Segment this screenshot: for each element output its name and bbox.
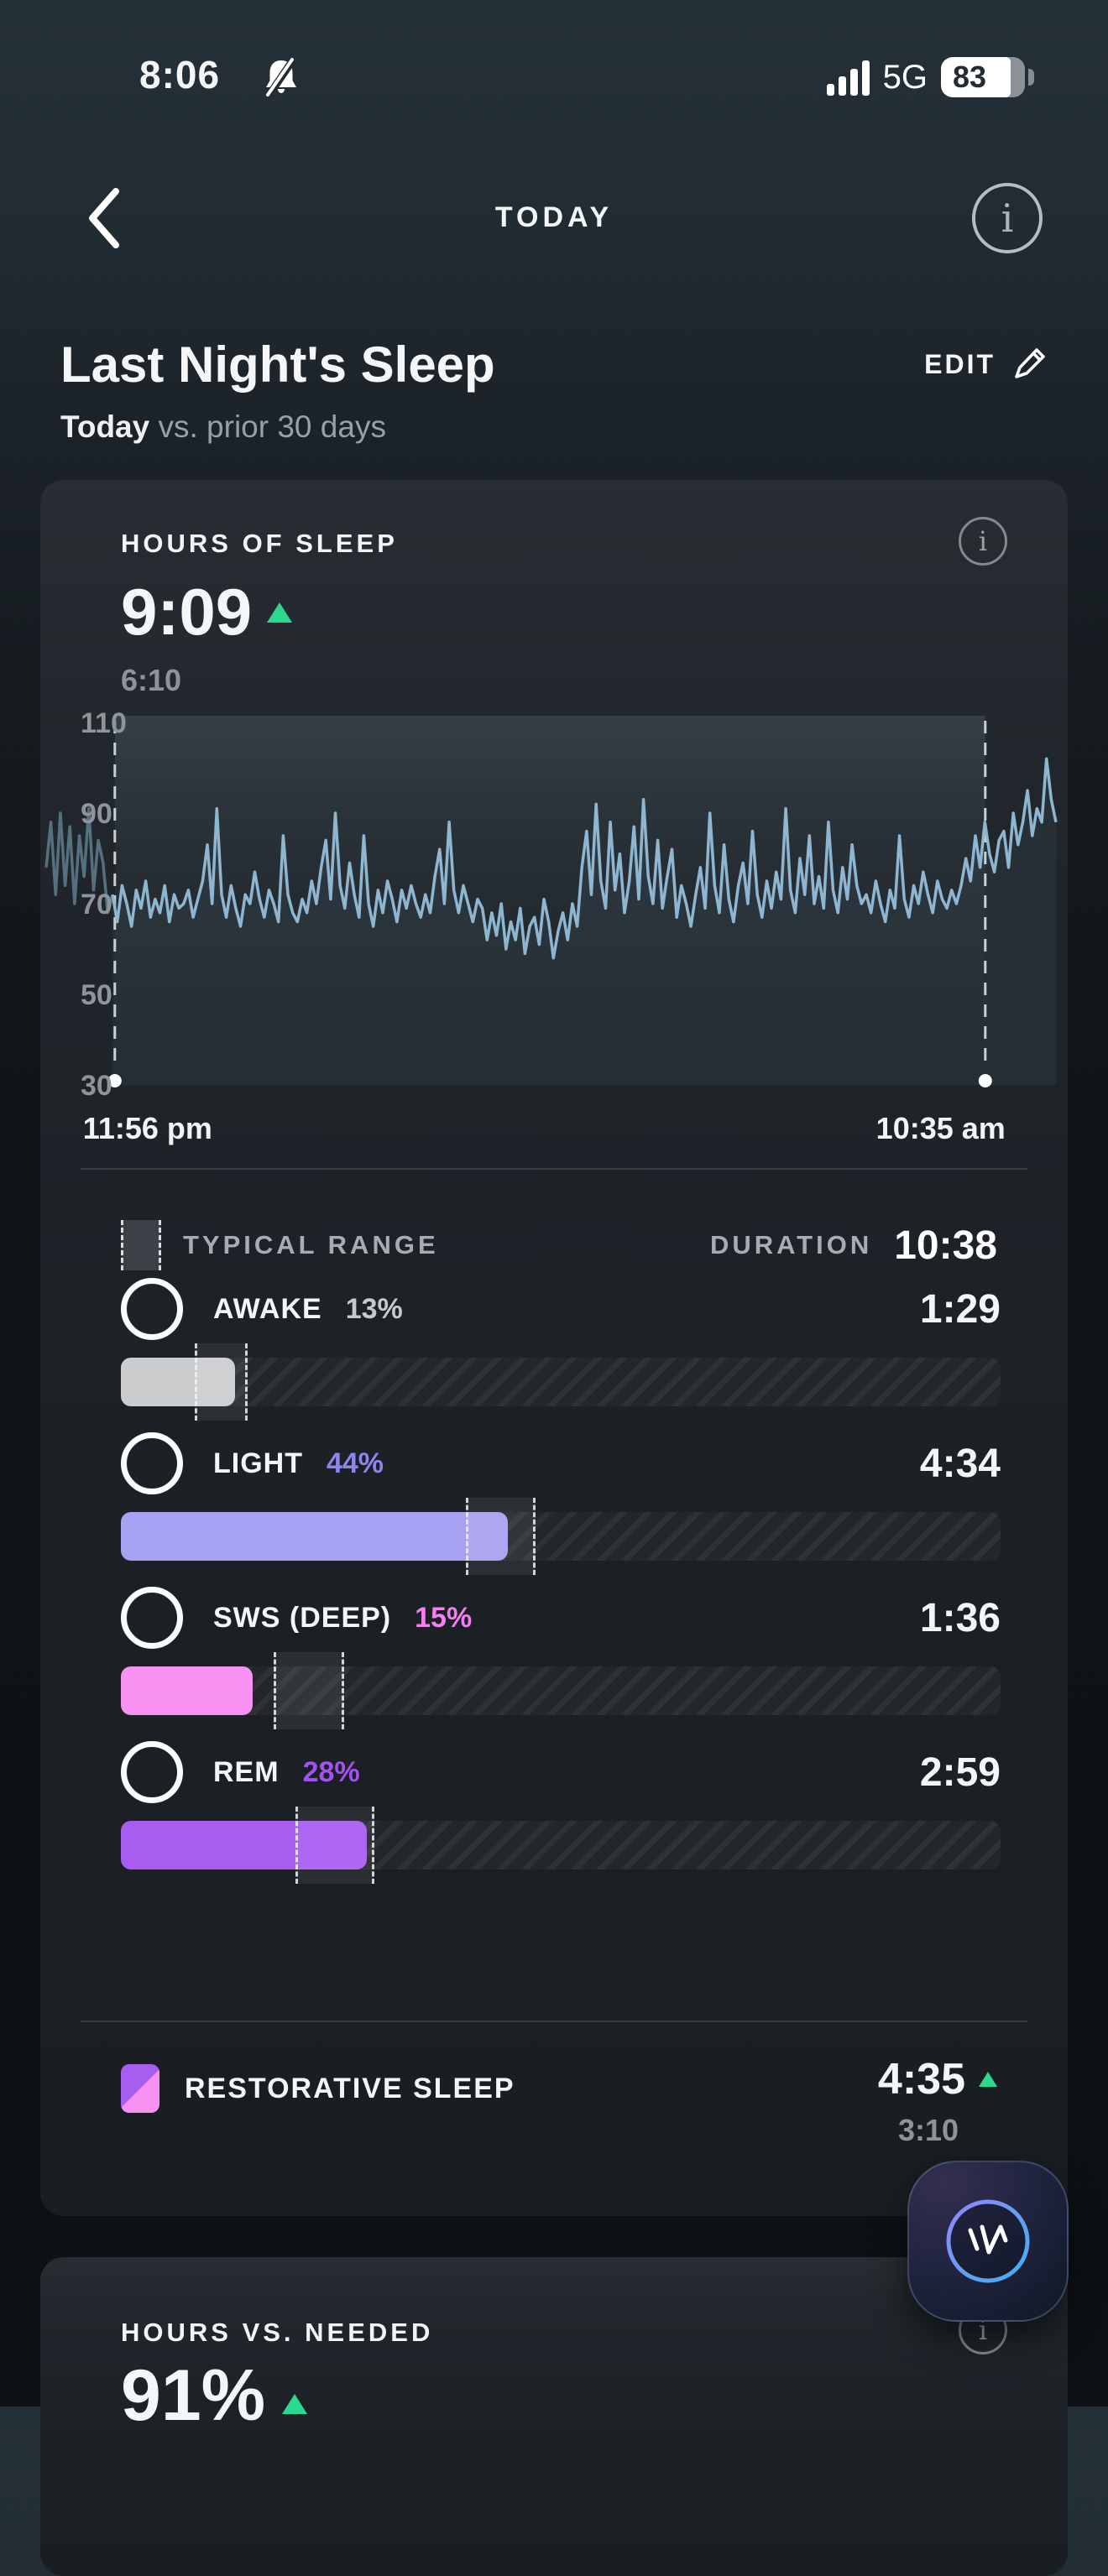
cellular-signal-icon (826, 59, 870, 96)
stage-row-awake: AWAKE 13% 1:29 (121, 1277, 1001, 1421)
stage-toggle-sws[interactable] (121, 1587, 183, 1649)
stage-name: AWAKE (213, 1292, 322, 1325)
edit-label: EDIT (924, 348, 996, 379)
stage-percent: 28% (302, 1755, 360, 1788)
stage-bar-fill (121, 1666, 253, 1715)
needed-percent: 91% (121, 2355, 266, 2436)
nav-title: TODAY (494, 201, 614, 233)
stage-bar (121, 1652, 1001, 1729)
restorative-sleep-icon (121, 2064, 159, 2113)
restorative-sleep-row: RESTORATIVE SLEEP 4:35 3:10 (121, 2054, 997, 2148)
svg-text:30: 30 (81, 1070, 112, 1102)
typical-range-band (195, 1343, 248, 1421)
stage-percent: 44% (326, 1447, 384, 1479)
nav-header: TODAY i (0, 183, 1108, 253)
typical-range-band (465, 1498, 536, 1575)
card-title: HOURS VS. NEEDED (121, 2318, 434, 2347)
whoop-logo-icon (946, 2199, 1030, 2283)
pencil-icon (1011, 346, 1048, 383)
typical-range-band (274, 1652, 344, 1729)
typical-range-band (295, 1807, 374, 1884)
stage-bar (121, 1343, 1001, 1421)
stage-name: SWS (DEEP) (213, 1601, 392, 1634)
subtitle-secondary: vs. prior 30 days (149, 409, 386, 444)
whoop-coach-fab[interactable] (907, 2161, 1069, 2322)
needed-value-row: 91% (121, 2354, 308, 2438)
stage-duration: 2:59 (919, 1749, 1001, 1795)
typical-range-label: TYPICAL RANGE (183, 1230, 439, 1259)
hours-of-sleep-card: HOURS OF SLEEP i 9:09 6:10 110 90 70 50 30 11… (40, 480, 1068, 2216)
trend-up-icon (979, 2072, 997, 2087)
trend-up-icon (267, 602, 293, 623)
stage-name: REM (213, 1755, 280, 1788)
battery-percent: 83 (953, 60, 987, 94)
stage-row-rem: REM 28% 2:59 (121, 1740, 1001, 1884)
header-info-button[interactable]: i (972, 183, 1043, 253)
svg-text:11:56 pm: 11:56 pm (83, 1111, 212, 1145)
divider (81, 2021, 1027, 2022)
stage-toggle-light[interactable] (121, 1432, 183, 1494)
battery-tip (1028, 69, 1034, 86)
heart-rate-chart: 110 90 70 50 30 11:56 pm 10:35 am (44, 709, 1058, 1145)
page-title: Last Night's Sleep (60, 336, 495, 393)
clock: 8:06 (139, 53, 221, 96)
restorative-sleep-label: RESTORATIVE SLEEP (185, 2073, 515, 2104)
stage-bar (121, 1807, 1001, 1884)
card-title: HOURS OF SLEEP (121, 529, 398, 558)
typical-range-icon (121, 1220, 161, 1270)
comparison-subtitle: Today vs. prior 30 days (60, 409, 386, 445)
stage-name: LIGHT (213, 1447, 303, 1479)
stage-duration: 1:36 (919, 1595, 1001, 1640)
duration-label: DURATION (709, 1230, 873, 1259)
svg-text:90: 90 (81, 798, 112, 830)
stage-row-sws: SWS (DEEP) 15% 1:36 (121, 1586, 1001, 1729)
subtitle-primary: Today (60, 409, 150, 444)
stage-duration: 1:29 (919, 1286, 1001, 1332)
stage-toggle-rem[interactable] (121, 1741, 183, 1803)
stage-bar (121, 1498, 1001, 1575)
back-button[interactable] (72, 186, 136, 250)
svg-text:70: 70 (81, 889, 112, 920)
divider (81, 1168, 1027, 1170)
edit-button[interactable]: EDIT (924, 346, 1048, 383)
legend-row: TYPICAL RANGE DURATION 10:38 (121, 1218, 997, 1272)
stage-toggle-awake[interactable] (121, 1278, 183, 1340)
trend-up-icon (282, 2393, 308, 2414)
stage-duration: 4:34 (919, 1441, 1001, 1486)
stage-bar-fill (121, 1821, 368, 1869)
stage-row-light: LIGHT 44% 4:34 (121, 1431, 1001, 1575)
svg-text:110: 110 (81, 709, 127, 739)
sleep-info-button[interactable]: i (959, 517, 1007, 566)
network-type: 5G (882, 58, 928, 96)
status-bar: 8:06 5G 83 (0, 52, 1108, 111)
sleep-hours-value: 9:09 (121, 575, 253, 649)
sleep-hours-baseline: 6:10 (121, 663, 182, 697)
hours-vs-needed-card: HOURS VS. NEEDED i 91% (40, 2257, 1068, 2576)
sleep-hours-value-row: 9:09 (121, 574, 293, 650)
svg-text:10:35 am: 10:35 am (876, 1111, 1006, 1145)
duration-value: 10:38 (894, 1223, 997, 1268)
notifications-silenced-icon (262, 57, 301, 101)
stage-percent: 13% (345, 1292, 403, 1325)
stage-bar-fill (121, 1358, 236, 1406)
restorative-value: 4:35 (877, 2055, 965, 2104)
stage-bar-fill (121, 1512, 509, 1561)
stage-percent: 15% (415, 1601, 473, 1634)
svg-text:50: 50 (81, 979, 112, 1011)
battery-icon: 83 (941, 57, 1025, 97)
sleep-stages-list: AWAKE 13% 1:29 LIGHT 44% 4:34 SWS (DEEP)… (121, 1277, 1001, 1884)
status-indicators: 5G 83 (826, 57, 1034, 97)
restorative-baseline: 3:10 (897, 2113, 959, 2147)
